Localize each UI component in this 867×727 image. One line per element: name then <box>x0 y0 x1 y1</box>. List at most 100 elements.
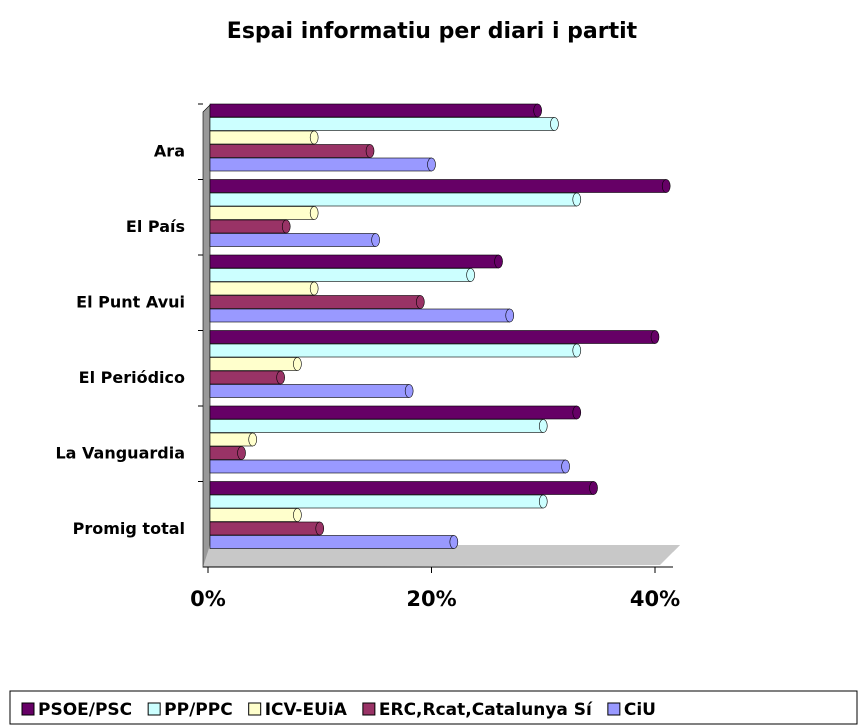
bar <box>209 295 425 309</box>
legend-swatch <box>21 702 35 716</box>
bar <box>209 535 459 549</box>
bar-part <box>309 206 319 220</box>
x-tick-label: 20% <box>406 587 456 611</box>
bar <box>209 130 319 145</box>
bar-part <box>276 370 285 385</box>
bar <box>209 157 436 172</box>
bar-part <box>209 179 667 193</box>
bar-part <box>293 508 302 522</box>
legend-label: CiU <box>624 700 656 720</box>
bar-part <box>209 343 578 358</box>
bar <box>209 233 380 247</box>
bar <box>209 103 542 118</box>
bar <box>209 219 291 234</box>
bar-part <box>209 330 656 344</box>
bar-part <box>209 419 544 433</box>
bar-part <box>416 295 425 309</box>
bar-part <box>281 219 291 234</box>
bar-part <box>449 535 459 549</box>
bar-part <box>494 254 503 269</box>
legend-swatch <box>607 702 621 716</box>
bar-part <box>209 157 432 172</box>
category-label: Promig total <box>73 519 185 538</box>
bar <box>209 384 414 398</box>
bar-part <box>209 192 578 207</box>
bar-part <box>209 446 242 460</box>
bar-part <box>248 432 257 447</box>
bar-part <box>315 521 325 536</box>
bar-part <box>309 281 319 296</box>
bar-part <box>404 384 414 398</box>
legend-label: ERC,Rcat,Catalunya Sí <box>379 700 593 720</box>
bar-part <box>209 103 538 118</box>
bar-part <box>589 481 598 495</box>
bar <box>209 144 375 158</box>
legend-swatch <box>362 702 376 716</box>
bar-part <box>209 508 298 522</box>
bar-part <box>209 481 594 495</box>
bar-part <box>209 308 511 323</box>
bar-part <box>209 117 555 131</box>
legend-label: PSOE/PSC <box>38 700 132 720</box>
bar-part <box>209 268 471 282</box>
category-label: El Periódico <box>79 368 185 387</box>
legend-swatch <box>147 702 161 716</box>
chart-title: Espai informatiu per diari i partit <box>227 19 638 44</box>
bar-part <box>209 233 376 247</box>
bar-part <box>209 219 287 234</box>
bar <box>209 405 582 420</box>
bar <box>209 281 319 296</box>
bar-part <box>209 281 315 296</box>
bar-part <box>427 157 436 172</box>
bar-part <box>209 370 281 385</box>
bar-part <box>237 446 246 460</box>
bar-part <box>209 432 254 447</box>
bar-part <box>572 405 582 420</box>
bar-part <box>209 254 499 269</box>
bar-part <box>533 103 542 118</box>
bar <box>209 117 559 131</box>
bar-part <box>209 295 421 309</box>
bar-part <box>550 117 559 131</box>
bar <box>209 446 246 460</box>
category-label: El País <box>126 217 185 236</box>
bar-part <box>572 192 582 207</box>
legend-label: PP/PPC <box>164 700 233 720</box>
bar <box>209 508 302 522</box>
bar-part <box>209 535 455 549</box>
bar-part <box>209 494 544 509</box>
bar <box>209 521 325 536</box>
bar-part <box>293 357 302 371</box>
bar <box>209 330 660 344</box>
bar <box>209 432 257 447</box>
bar-part <box>209 405 578 420</box>
bar-part <box>538 494 548 509</box>
bar-part <box>505 308 515 323</box>
bar <box>209 494 548 509</box>
bar <box>209 206 319 220</box>
x-tick-label: 0% <box>190 587 226 611</box>
bar-part <box>561 459 570 474</box>
bar <box>209 254 503 269</box>
bar-part <box>538 419 548 433</box>
bar-part <box>209 459 566 474</box>
bar-part <box>209 130 315 145</box>
category-label: Ara <box>154 142 185 161</box>
bar-part <box>661 179 671 193</box>
bar-part <box>209 206 315 220</box>
bar <box>209 357 302 371</box>
bar-part <box>572 343 582 358</box>
floor-shade <box>203 545 680 567</box>
category-label: La Vanguardia <box>55 444 185 463</box>
x-tick-label: 40% <box>630 587 680 611</box>
bar-part <box>209 357 298 371</box>
legend-swatch <box>248 702 262 716</box>
category-label: El Punt Avui <box>76 293 185 312</box>
bar <box>209 192 582 207</box>
bar <box>209 343 582 358</box>
bar <box>209 268 475 282</box>
bar <box>209 459 570 474</box>
bar <box>209 179 671 193</box>
left-wall <box>202 104 211 568</box>
